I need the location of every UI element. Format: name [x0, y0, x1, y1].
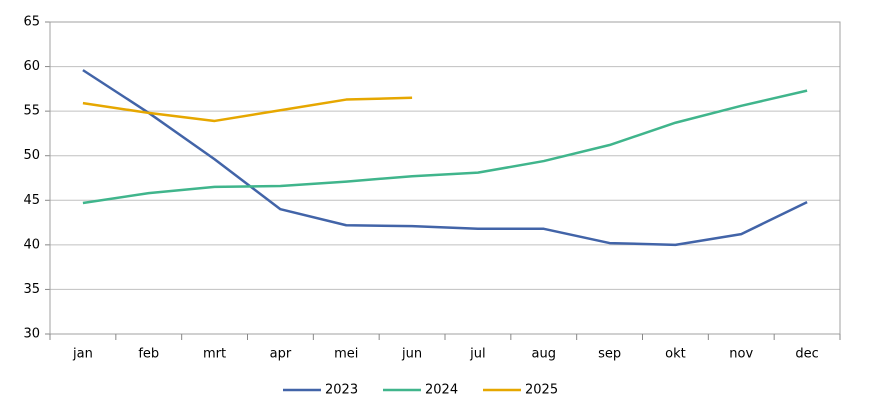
series-line	[82, 69, 808, 247]
legend-label: 2023	[325, 383, 358, 398]
plot-border	[49, 21, 841, 335]
y-tick-label: 60	[23, 59, 40, 74]
x-tick-label: nov	[729, 347, 753, 362]
y-tick-label: 45	[23, 193, 40, 208]
x-tick-label: jan	[72, 347, 93, 362]
x-tick-label: dec	[795, 347, 818, 362]
x-tick-label: sep	[598, 347, 621, 362]
y-tick-label: 65	[23, 15, 40, 30]
x-tick-label: jun	[401, 347, 422, 362]
legend-label: 2024	[425, 383, 458, 398]
y-tick-label: 55	[23, 104, 40, 119]
series-line	[82, 89, 808, 205]
y-tick-label: 35	[23, 282, 40, 297]
x-tick-label: aug	[532, 347, 556, 362]
series-line	[82, 96, 413, 123]
y-tick-label: 30	[23, 327, 40, 342]
x-tick-label: mrt	[203, 347, 226, 362]
legend-label: 2025	[525, 383, 558, 398]
y-tick-label: 50	[23, 148, 40, 163]
x-tick-label: feb	[138, 347, 159, 362]
x-tick-label: jul	[469, 347, 485, 362]
x-tick-label: mei	[334, 347, 358, 362]
y-tick-label: 40	[23, 237, 40, 252]
x-tick-label: okt	[665, 347, 686, 362]
x-tick-label: apr	[270, 347, 292, 362]
